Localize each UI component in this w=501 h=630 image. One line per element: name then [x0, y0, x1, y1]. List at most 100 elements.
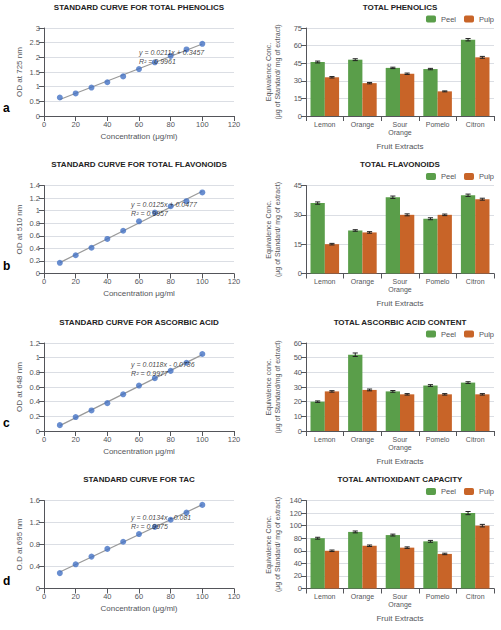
svg-text:TOTAL ASCORBIC ACID CONTENT: TOTAL ASCORBIC ACID CONTENT: [334, 318, 467, 327]
svg-text:Peel: Peel: [441, 487, 456, 496]
svg-text:0.8: 0.8: [30, 368, 40, 377]
svg-text:R² = 0.9977: R² = 0.9977: [131, 370, 169, 377]
svg-text:60: 60: [135, 435, 143, 444]
svg-text:60: 60: [135, 120, 143, 129]
svg-text:1: 1: [36, 206, 40, 215]
svg-text:45: 45: [294, 181, 302, 190]
svg-text:1: 1: [36, 82, 40, 91]
svg-text:Pulp: Pulp: [479, 172, 494, 181]
svg-text:0: 0: [36, 112, 40, 121]
svg-text:(μg of Standard/ mg of extract: (μg of Standard/ mg of extract): [274, 24, 282, 119]
svg-text:60: 60: [294, 339, 302, 348]
svg-text:0.4: 0.4: [30, 562, 40, 571]
svg-text:STANDARD CURVE FOR ASCORBIC AC: STANDARD CURVE FOR ASCORBIC ACID: [59, 318, 219, 327]
svg-text:Orange: Orange: [351, 278, 374, 286]
svg-text:y = 0.0211x + 0.3457: y = 0.0211x + 0.3457: [138, 49, 205, 57]
svg-text:40: 40: [294, 559, 302, 568]
svg-text:140: 140: [289, 496, 302, 505]
svg-text:y = 0.0118x - 0.0736: y = 0.0118x - 0.0736: [130, 361, 195, 369]
svg-text:0.8: 0.8: [30, 219, 40, 228]
svg-text:0.4: 0.4: [30, 244, 40, 253]
svg-text:y = 0.0125x + 0.0477: y = 0.0125x + 0.0477: [130, 201, 198, 209]
svg-text:b: b: [3, 259, 10, 273]
svg-text:Equivalence Conc.: Equivalence Conc.: [265, 43, 273, 101]
svg-text:40: 40: [294, 368, 302, 377]
svg-text:OD at 510 nm: OD at 510 nm: [15, 204, 24, 254]
svg-text:40: 40: [103, 120, 111, 129]
svg-text:80: 80: [166, 592, 174, 601]
svg-text:Orange: Orange: [388, 129, 411, 137]
svg-text:(μg of Standard/ mg of extract: (μg of Standard/ mg of extract): [274, 182, 282, 277]
svg-text:Pulp: Pulp: [479, 330, 494, 339]
svg-text:20: 20: [294, 571, 302, 580]
svg-text:100: 100: [196, 277, 209, 286]
svg-text:Equivalence Conc.: Equivalence Conc.: [265, 200, 273, 258]
svg-text:Sour: Sour: [393, 593, 408, 600]
svg-text:Sour: Sour: [393, 121, 408, 128]
svg-text:Pulp: Pulp: [479, 15, 494, 24]
svg-text:0: 0: [42, 120, 46, 129]
svg-text:OD at 725 nm: OD at 725 nm: [15, 47, 24, 97]
svg-text:Lemon: Lemon: [314, 436, 336, 443]
svg-text:Orange: Orange: [388, 601, 411, 609]
svg-text:30: 30: [294, 210, 302, 219]
svg-text:Peel: Peel: [441, 172, 456, 181]
svg-text:Lemon: Lemon: [314, 593, 336, 600]
svg-text:Citron: Citron: [466, 593, 485, 600]
svg-text:0: 0: [36, 427, 40, 436]
svg-text:Lemon: Lemon: [314, 121, 336, 128]
svg-text:15: 15: [294, 240, 302, 249]
svg-text:Sour: Sour: [393, 436, 408, 443]
svg-text:1.2: 1.2: [30, 339, 40, 348]
svg-text:0: 0: [298, 112, 302, 121]
svg-text:15: 15: [294, 94, 302, 103]
svg-text:80: 80: [166, 277, 174, 286]
svg-text:O.D at 695 nm: O.D at 695 nm: [15, 518, 24, 570]
svg-text:TOTAL ANTIOXIDANT CAPACITY: TOTAL ANTIOXIDANT CAPACITY: [338, 475, 464, 484]
svg-text:0.2: 0.2: [30, 412, 40, 421]
svg-text:(μg of Standard/mg of extract): (μg of Standard/mg of extract): [274, 340, 282, 433]
svg-text:Concentration (μg/ml): Concentration (μg/ml): [100, 604, 177, 613]
svg-text:100: 100: [196, 592, 209, 601]
svg-text:Pomelo: Pomelo: [426, 278, 450, 285]
svg-text:20: 20: [71, 277, 79, 286]
svg-text:10: 10: [294, 412, 302, 421]
svg-text:80: 80: [294, 534, 302, 543]
svg-text:1.6: 1.6: [30, 496, 40, 505]
svg-text:0.8: 0.8: [30, 540, 40, 549]
svg-text:y = 0.0134x - 0.081: y = 0.0134x - 0.081: [130, 514, 191, 522]
svg-text:1.2: 1.2: [30, 194, 40, 203]
svg-text:80: 80: [166, 435, 174, 444]
svg-text:100: 100: [289, 521, 302, 530]
svg-text:120: 120: [289, 509, 302, 518]
svg-text:Orange: Orange: [351, 593, 374, 601]
svg-text:0.4: 0.4: [30, 397, 40, 406]
svg-text:0: 0: [42, 277, 46, 286]
svg-text:a: a: [3, 101, 10, 115]
svg-text:Peel: Peel: [441, 15, 456, 24]
svg-text:20: 20: [71, 120, 79, 129]
svg-text:0.6: 0.6: [30, 383, 40, 392]
svg-text:0: 0: [36, 269, 40, 278]
svg-text:120: 120: [228, 277, 241, 286]
svg-text:50: 50: [294, 353, 302, 362]
svg-text:20: 20: [71, 435, 79, 444]
svg-text:TOTAL FLAVONOIDS: TOTAL FLAVONOIDS: [360, 160, 441, 169]
svg-text:30: 30: [294, 76, 302, 85]
svg-text:100: 100: [196, 120, 209, 129]
svg-text:30: 30: [294, 383, 302, 392]
svg-text:80: 80: [166, 120, 174, 129]
svg-text:1: 1: [36, 353, 40, 362]
svg-text:Equivalence conc.: Equivalence conc.: [265, 359, 273, 416]
svg-text:Pomelo: Pomelo: [426, 121, 450, 128]
svg-text:Concentration (μg/ml): Concentration (μg/ml): [100, 132, 177, 141]
svg-text:1.5: 1.5: [30, 68, 40, 77]
svg-text:Orange: Orange: [351, 121, 374, 129]
svg-text:40: 40: [103, 277, 111, 286]
svg-text:0.5: 0.5: [30, 97, 40, 106]
svg-text:Sour: Sour: [393, 278, 408, 285]
svg-text:2.5: 2.5: [30, 38, 40, 47]
svg-text:Fruit Extracts: Fruit Extracts: [376, 614, 423, 623]
svg-text:R² = 0.9975: R² = 0.9975: [131, 523, 168, 530]
svg-text:Fruit Extracts: Fruit Extracts: [376, 142, 423, 151]
